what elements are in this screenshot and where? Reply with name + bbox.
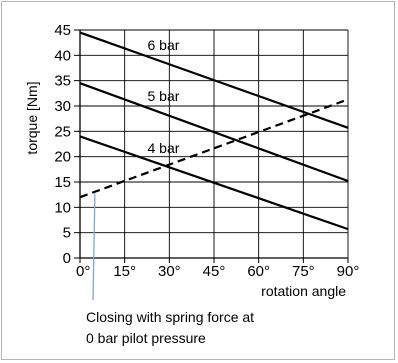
series-line-spring-force bbox=[79, 98, 349, 199]
y-tick-label-30: 30 bbox=[54, 98, 71, 115]
series-label-6-bar: 6 bar bbox=[148, 37, 180, 53]
x-tick-label-15: 15° bbox=[113, 263, 136, 280]
series-label-4-bar: 4 bar bbox=[148, 140, 180, 156]
annotation-pointer bbox=[92, 193, 96, 301]
y-tick-label-15: 15 bbox=[54, 174, 71, 191]
series-line-5-bar bbox=[79, 82, 349, 183]
grid bbox=[74, 29, 349, 263]
x-tick-label-45: 45° bbox=[203, 263, 226, 280]
y-tick-label-35: 35 bbox=[54, 73, 71, 90]
annotation-line-2: 0 bar pilot pressure bbox=[86, 330, 206, 346]
y-axis-label: torque [Nm] bbox=[24, 81, 40, 154]
annotation-line-1: Closing with spring force at bbox=[86, 309, 254, 325]
series-labels: 6 bar 5 bar 4 bar bbox=[148, 37, 180, 156]
y-tick-label-45: 45 bbox=[54, 22, 71, 39]
x-tick-label-30: 30° bbox=[158, 263, 181, 280]
y-tick-label-10: 10 bbox=[54, 199, 71, 216]
y-tick-label-5: 5 bbox=[63, 225, 71, 242]
series-lines bbox=[79, 31, 349, 231]
y-tick-label-0: 0 bbox=[63, 250, 71, 267]
chart-frame bbox=[1, 1, 395, 360]
series-line-4-bar bbox=[79, 135, 349, 231]
x-tick-label-0: 0° bbox=[76, 263, 90, 280]
y-tick-label-40: 40 bbox=[54, 47, 71, 64]
x-tick-label-60: 60° bbox=[247, 263, 270, 280]
y-tick-label-20: 20 bbox=[54, 149, 71, 166]
y-tick-label-25: 25 bbox=[54, 123, 71, 140]
series-line-6-bar bbox=[79, 31, 349, 129]
x-tick-label-75: 75° bbox=[292, 263, 315, 280]
x-axis-label: rotation angle bbox=[261, 283, 346, 299]
x-tick-label-90: 90° bbox=[337, 263, 360, 280]
tick-labels: 0 5 10 15 20 25 30 35 40 45 0° 15° 30° 45° 60° 75° 90° bbox=[54, 22, 359, 280]
series-label-5-bar: 5 bar bbox=[148, 88, 180, 104]
